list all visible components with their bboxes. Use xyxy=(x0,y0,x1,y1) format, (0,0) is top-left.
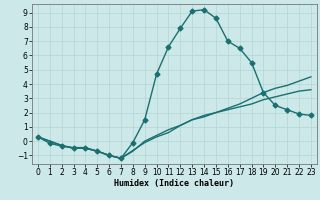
X-axis label: Humidex (Indice chaleur): Humidex (Indice chaleur) xyxy=(115,179,234,188)
